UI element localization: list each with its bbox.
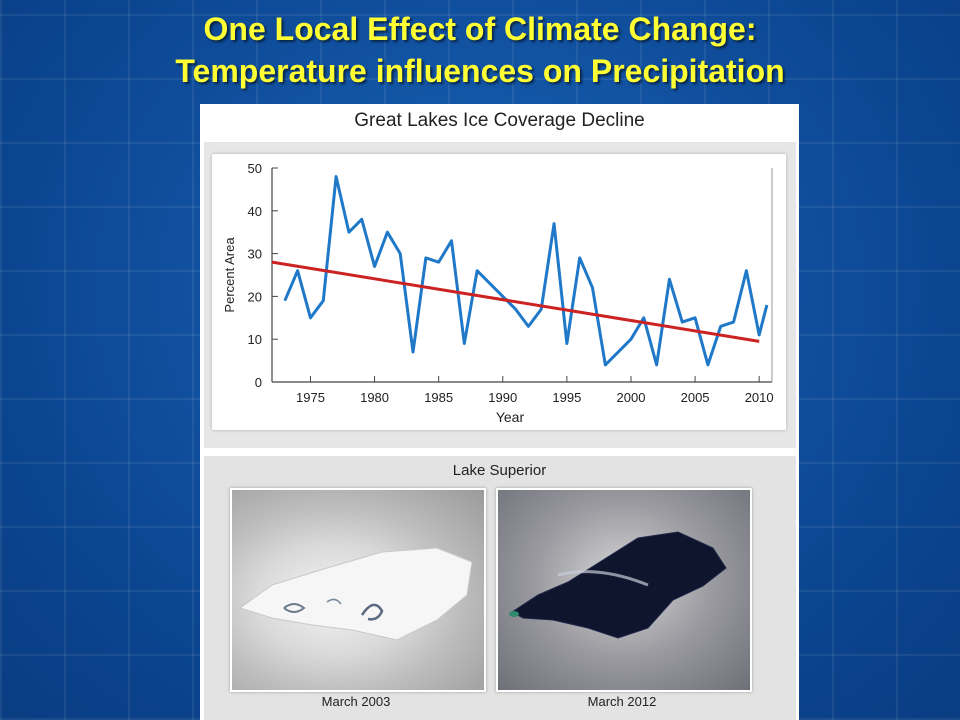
- photo-caption-2003: March 2003: [321, 694, 391, 709]
- x-tick-label: 1975: [296, 390, 325, 405]
- chart-panel: 0 10 20 30 40 50 1975 1980 1985 1990 1995 2000 2005 2…: [212, 154, 786, 430]
- x-tick-label: 1995: [552, 390, 581, 405]
- x-tick-label: 2005: [681, 390, 710, 405]
- x-tick-label: 1990: [488, 390, 517, 405]
- ice-coverage-series-line: [283, 175, 769, 367]
- y-tick-label: 50: [248, 161, 262, 176]
- satellite-photo-2012: [496, 488, 752, 692]
- x-tick-label: 2010: [745, 390, 774, 405]
- ice-covered-lake-icon: [238, 547, 473, 641]
- slide-title-line-2: Temperature influences on Precipitation: [175, 53, 785, 89]
- y-tick-label: 40: [248, 204, 262, 219]
- x-axis-label: Year: [496, 409, 525, 425]
- x-tick-label: 1985: [424, 390, 453, 405]
- photo-caption-2012: March 2012: [587, 694, 657, 709]
- lake-superior-title: Lake Superior: [452, 462, 547, 479]
- satellite-photo-2003: [230, 488, 486, 692]
- y-axis-label: Percent Area: [222, 237, 237, 313]
- figure-panel: Great Lakes Ice Coverage Decline 0 10 20 30…: [200, 104, 799, 720]
- x-tick-label: 2000: [617, 390, 646, 405]
- slide-title: One Local Effect of Climate Change: Temp…: [0, 8, 960, 92]
- y-tick-label: 10: [248, 332, 262, 347]
- x-tick-label: 1980: [360, 390, 389, 405]
- y-tick-label: 0: [255, 375, 262, 390]
- y-tick-label: 30: [248, 247, 262, 262]
- trend-line: [271, 260, 760, 343]
- open-water-lake-icon: [509, 531, 727, 639]
- chart-title: Great Lakes Ice Coverage Decline: [354, 110, 645, 131]
- slide-title-line-1: One Local Effect of Climate Change:: [203, 11, 757, 47]
- y-tick-label: 20: [248, 289, 262, 304]
- ice-coverage-chart: 0 10 20 30 40 50 1975 1980 1985 1990 1995 2000 2005 2…: [222, 161, 774, 425]
